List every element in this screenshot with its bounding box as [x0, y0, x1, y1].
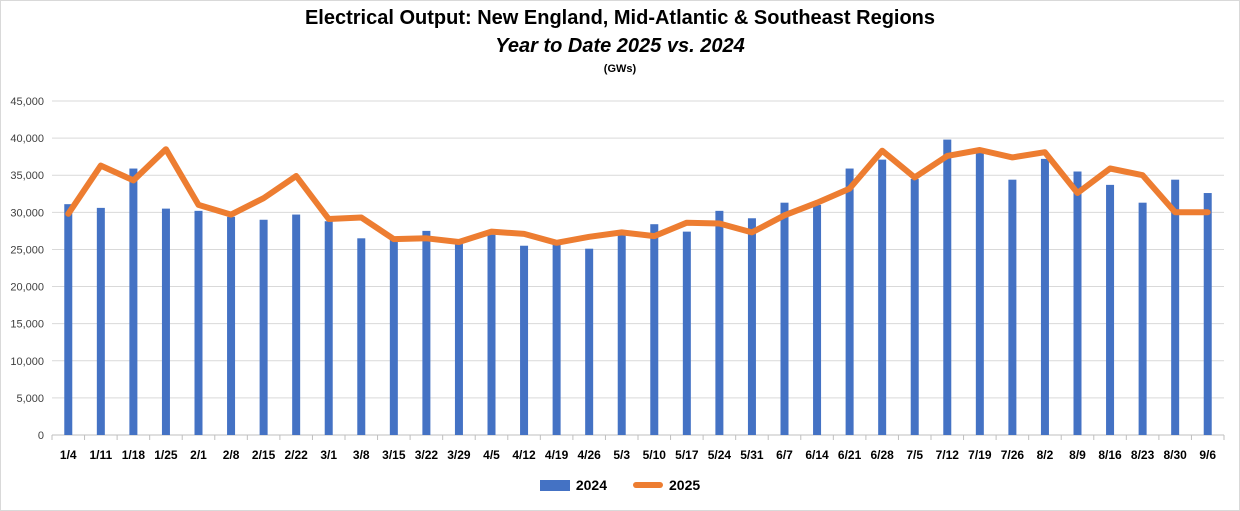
- x-tick-label: 4/5: [483, 448, 500, 462]
- legend-swatch-2024: [539, 479, 570, 491]
- chart-unit-note: (GWs): [603, 63, 637, 75]
- x-tick-label: 5/10: [643, 448, 667, 462]
- bar-2024: [324, 221, 333, 435]
- bar-2024: [975, 152, 984, 436]
- x-tick-label: 5/31: [740, 448, 764, 462]
- bar-2024: [943, 139, 952, 435]
- legend-item-2024: 2024: [539, 477, 607, 493]
- bar-2024: [1040, 158, 1049, 436]
- bar-2024: [292, 214, 301, 435]
- bar-2024: [650, 224, 659, 435]
- chart-subtitle: Year to Date 2025 vs. 2024: [495, 35, 745, 57]
- x-tick-label: 7/5: [906, 448, 923, 462]
- x-tick-label: 3/29: [447, 448, 471, 462]
- x-tick-label: 4/19: [545, 448, 569, 462]
- bar-2024: [259, 219, 268, 435]
- y-tick-label: 40,000: [10, 133, 44, 145]
- bar-2024: [1008, 179, 1017, 435]
- x-tick-label: 2/8: [223, 448, 240, 462]
- x-tick-label: 1/11: [89, 448, 112, 462]
- bar-2024: [520, 245, 529, 435]
- y-tick-label: 5,000: [16, 393, 44, 405]
- bar-2024: [845, 168, 854, 435]
- bar-2024: [617, 234, 626, 435]
- x-tick-label: 9/6: [1199, 448, 1216, 462]
- bar-2024: [878, 159, 887, 435]
- bar-2024: [96, 207, 105, 435]
- x-tick-label: 7/26: [1001, 448, 1025, 462]
- bar-2024: [1073, 171, 1082, 435]
- y-tick-label: 20,000: [10, 282, 44, 294]
- x-tick-label: 2/1: [190, 448, 207, 462]
- bar-2024: [161, 208, 170, 435]
- y-tick-label: 0: [38, 430, 44, 442]
- legend-label-2024: 2024: [575, 477, 607, 493]
- x-tick-label: 1/25: [154, 448, 178, 462]
- bar-2024: [357, 238, 366, 435]
- bar-2024: [1138, 202, 1147, 435]
- y-tick-label: 10,000: [10, 356, 44, 368]
- x-tick-label: 2/15: [252, 448, 276, 462]
- bar-2024: [780, 202, 789, 435]
- x-tick-label: 8/2: [1037, 448, 1054, 462]
- bar-2024: [1171, 179, 1180, 435]
- legend-label-2025: 2025: [669, 477, 701, 493]
- x-tick-label: 6/28: [870, 448, 894, 462]
- x-tick-label: 8/9: [1069, 448, 1086, 462]
- x-tick-label: 4/26: [577, 448, 601, 462]
- chart-title: Electrical Output: New England, Mid-Atla…: [304, 7, 936, 29]
- x-tick-label: 6/7: [776, 448, 793, 462]
- x-tick-label: 5/17: [675, 448, 699, 462]
- x-tick-label: 6/14: [805, 448, 829, 462]
- bar-2024: [910, 178, 919, 435]
- x-tick-label: 4/12: [512, 448, 536, 462]
- x-tick-label: 8/30: [1163, 448, 1187, 462]
- bar-2024: [1203, 193, 1212, 435]
- x-tick-label: 7/19: [968, 448, 992, 462]
- bar-2024: [64, 204, 73, 435]
- chart-legend: 2024 2025: [0, 477, 1240, 493]
- bar-2024: [454, 242, 463, 435]
- x-tick-label: 6/21: [838, 448, 862, 462]
- bar-2024: [715, 210, 724, 435]
- bar-2024: [747, 218, 756, 435]
- x-tick-label: 2/22: [284, 448, 308, 462]
- bar-2024: [813, 204, 822, 435]
- line-2025: [65, 146, 1211, 246]
- bar-2024: [487, 234, 496, 435]
- bar-2024: [129, 168, 138, 435]
- y-tick-label: 15,000: [10, 319, 44, 331]
- x-tick-label: 1/4: [60, 448, 77, 462]
- bar-2024: [194, 210, 203, 435]
- bar-2024: [552, 242, 561, 435]
- legend-item-2025: 2025: [633, 477, 700, 493]
- x-tick-label: 8/23: [1131, 448, 1155, 462]
- bar-2024: [389, 239, 398, 435]
- x-tick-label: 5/24: [708, 448, 732, 462]
- bar-2024: [227, 216, 236, 435]
- y-tick-label: 35,000: [10, 170, 44, 182]
- x-tick-label: 3/15: [382, 448, 406, 462]
- y-tick-label: 30,000: [10, 207, 44, 219]
- bar-2024: [422, 230, 431, 435]
- bar-2024: [682, 231, 691, 435]
- bar-2024: [585, 248, 594, 435]
- x-tick-label: 1/18: [122, 448, 146, 462]
- x-tick-label: 3/1: [320, 448, 337, 462]
- x-tick-label: 5/3: [613, 448, 630, 462]
- x-tick-label: 8/16: [1098, 448, 1122, 462]
- y-tick-label: 25,000: [10, 244, 44, 256]
- x-tick-label: 3/8: [353, 448, 370, 462]
- y-tick-label: 45,000: [10, 96, 44, 108]
- bar-2024: [1106, 184, 1115, 435]
- legend-swatch-2025: [633, 482, 663, 488]
- x-tick-label: 3/22: [415, 448, 439, 462]
- x-tick-label: 7/12: [936, 448, 960, 462]
